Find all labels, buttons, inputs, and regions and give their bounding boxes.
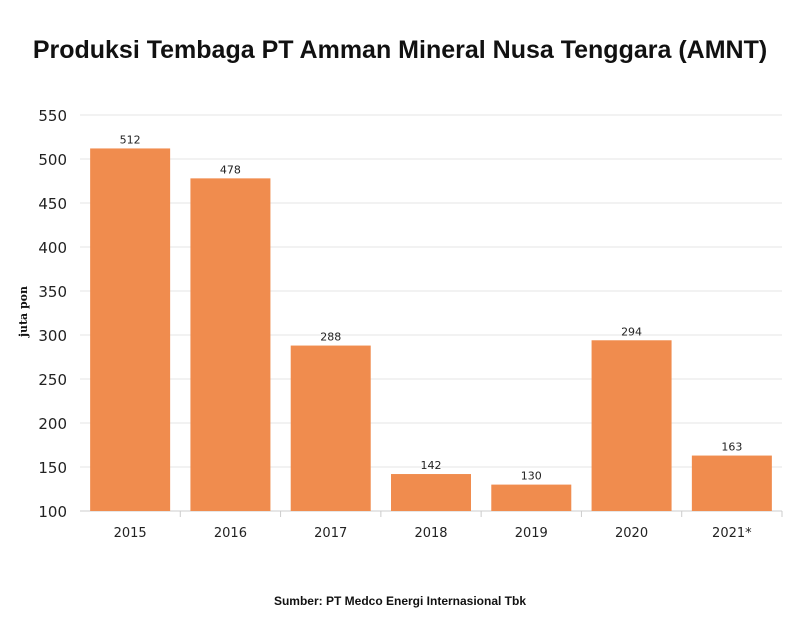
y-tick-label: 500: [38, 151, 67, 169]
x-tick-label: 2017: [314, 526, 347, 541]
data-label: 288: [320, 331, 341, 344]
y-tick-label: 100: [38, 503, 67, 521]
data-label: 130: [521, 470, 542, 483]
data-label: 142: [421, 459, 442, 472]
x-tick-label: 2016: [214, 526, 247, 541]
y-tick-label: 400: [38, 239, 67, 257]
data-label: 512: [120, 133, 141, 146]
bar-2017: [290, 345, 371, 511]
x-tick-label: 2021*: [712, 526, 752, 541]
x-tick-label: 2018: [414, 526, 447, 541]
bar-2018: [391, 474, 471, 511]
x-tick-label: 2015: [114, 526, 147, 541]
chart-title: Produksi Tembaga PT Amman Mineral Nusa T…: [32, 36, 768, 64]
y-tick-label: 250: [38, 371, 67, 389]
bar-2015: [90, 148, 171, 511]
bar-2021*: [691, 455, 772, 511]
source-note: Sumber: PT Medco Energi Internasional Tb…: [273, 594, 527, 608]
data-label: 294: [621, 325, 642, 338]
y-tick-label: 200: [38, 415, 67, 433]
bar-2016: [190, 178, 271, 512]
y-tick-label: 150: [38, 459, 67, 477]
x-tick-label: 2020: [615, 526, 648, 541]
y-tick-label: 550: [38, 107, 67, 125]
bar-2020: [591, 340, 672, 511]
y-tick-label: 450: [38, 195, 67, 213]
data-label: 478: [220, 163, 241, 176]
data-label: 163: [721, 441, 742, 454]
x-tick-label: 2019: [515, 526, 548, 541]
bar-2019: [491, 484, 572, 511]
y-tick-label: 300: [38, 327, 67, 345]
y-tick-label: 350: [38, 283, 67, 301]
